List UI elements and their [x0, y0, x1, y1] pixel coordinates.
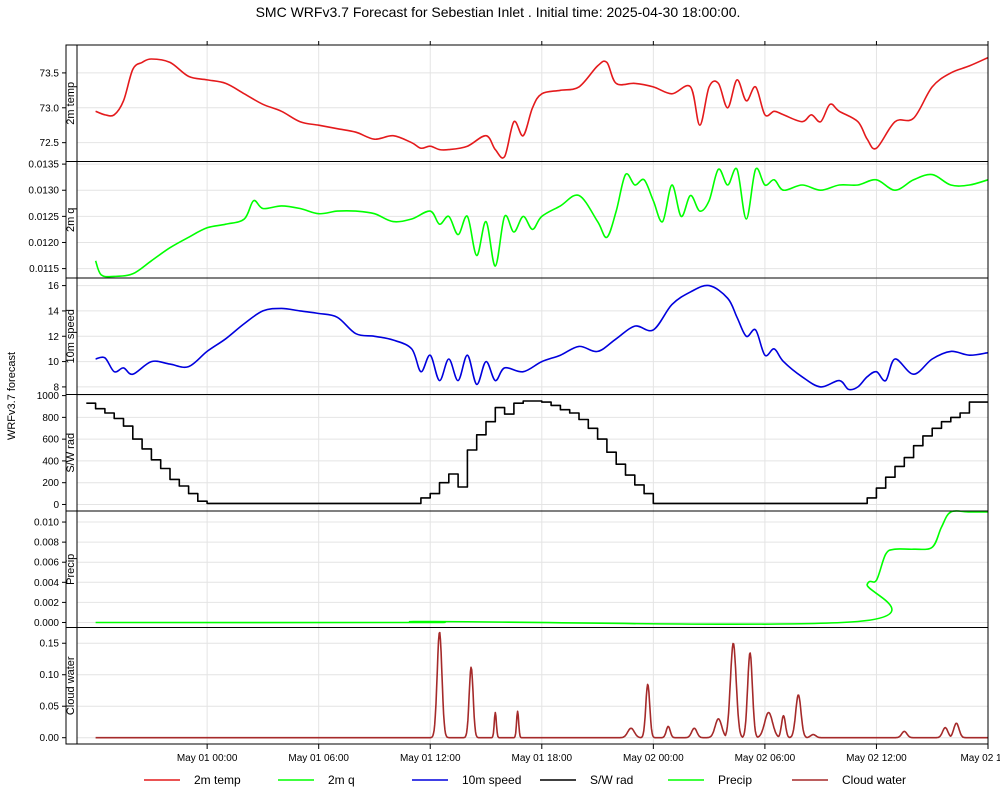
panel-frame — [65, 394, 989, 512]
y-tick-label: 0 — [53, 500, 59, 511]
y-tick-label: 73.5 — [40, 68, 60, 79]
x-tick-label: May 02 06:00 — [735, 753, 796, 764]
y-tick-label: 14 — [48, 306, 60, 317]
y-tick-label: 0.0120 — [28, 238, 59, 249]
y-tick-label: 600 — [42, 435, 59, 446]
y-tick-label: 73.0 — [40, 103, 60, 114]
y-tick-label: 8 — [53, 382, 59, 393]
x-tick-label: May 02 18:0 — [960, 753, 1000, 764]
y-tick-label: 1000 — [37, 391, 60, 402]
series-line-cloud-water — [95, 631, 989, 739]
y-tick-label: 0.006 — [34, 558, 59, 569]
legend-label: Precip — [718, 773, 752, 787]
series-line-10m-speed — [95, 284, 989, 391]
y-axis-title: WRFv3.7 forecast — [6, 352, 18, 440]
panel-frame — [65, 627, 989, 745]
y-tick-label: 0.15 — [40, 639, 60, 650]
legend-item-precip: Precip — [668, 773, 752, 787]
panel-label: 2m q — [65, 208, 77, 232]
series-line-precip — [95, 510, 988, 626]
legend-item-s-w-rad: S/W rad — [540, 773, 633, 787]
panel-10m-speed: 8 10 12 14 16 10m speed — [48, 277, 989, 395]
y-tick-label: 0.008 — [34, 538, 59, 549]
x-tick-label: May 01 00:00 — [177, 753, 238, 764]
y-tick-label: 0.004 — [34, 578, 59, 589]
panel-label: 10m speed — [65, 309, 77, 363]
panel-label: 2m temp — [65, 82, 77, 125]
legend-label: 2m temp — [194, 773, 241, 787]
legend-label: Cloud water — [842, 773, 906, 787]
y-tick-label: 0.010 — [34, 518, 59, 529]
y-tick-label: 0.00 — [40, 733, 60, 744]
y-tick-label: 0.0115 — [29, 264, 59, 275]
x-tick-label: May 01 12:00 — [400, 753, 461, 764]
x-tick-label: May 01 18:00 — [511, 753, 572, 764]
panel-label: Cloud water — [65, 656, 77, 715]
series-line-s-w-rad — [86, 400, 988, 505]
x-tick-label: May 01 06:00 — [288, 753, 349, 764]
x-tick-label: May 02 00:00 — [623, 753, 684, 764]
y-tick-label: 200 — [42, 478, 59, 489]
panel-frame — [65, 44, 989, 162]
legend-label: 2m q — [328, 773, 355, 787]
legend-label: 10m speed — [462, 773, 521, 787]
x-tick-label: May 02 12:00 — [846, 753, 907, 764]
y-tick-label: 0.05 — [40, 702, 60, 713]
y-tick-label: 72.5 — [40, 138, 60, 149]
y-tick-label: 12 — [48, 332, 60, 343]
legend-item-2m-q: 2m q — [278, 773, 355, 787]
legend-item-10m-speed: 10m speed — [412, 773, 521, 787]
y-tick-label: 0.0125 — [28, 212, 59, 223]
y-tick-label: 0.002 — [34, 598, 59, 609]
y-tick-label: 0.0135 — [28, 160, 59, 171]
legend-label: S/W rad — [590, 773, 633, 787]
legend-item-cloud-water: Cloud water — [792, 773, 906, 787]
y-tick-label: 16 — [48, 281, 60, 292]
panel-label: Precip — [65, 554, 77, 585]
y-tick-label: 400 — [42, 456, 59, 467]
y-tick-label: 0.000 — [34, 618, 59, 629]
legend-item-2m-temp: 2m temp — [144, 773, 241, 787]
series-line-2m-temp — [95, 56, 989, 159]
panel-s-w-rad: 0 200 400 600 800 1000 S/W rad — [37, 391, 989, 512]
panel-precip: 0.000 0.002 0.004 0.006 0.008 0.010 Precip — [34, 510, 989, 629]
y-tick-label: 10 — [48, 357, 60, 368]
y-tick-label: 0.0130 — [28, 186, 59, 197]
series-line-2m-q — [94, 167, 989, 278]
panel-cloud-water: 0.00 0.05 0.10 0.15 Cloud water — [40, 627, 989, 745]
panel-label: S/W rad — [65, 433, 77, 473]
panel-frame — [65, 510, 989, 628]
panel-2m-temp: 72.5 73.0 73.5 2m temp — [40, 44, 989, 162]
panel-2m-q: 0.0115 0.0120 0.0125 0.0130 0.0135 2m q — [28, 160, 989, 279]
chart-title: SMC WRFv3.7 Forecast for Sebestian Inlet… — [256, 4, 741, 20]
y-tick-label: 0.10 — [40, 670, 60, 681]
y-tick-label: 800 — [42, 413, 59, 424]
